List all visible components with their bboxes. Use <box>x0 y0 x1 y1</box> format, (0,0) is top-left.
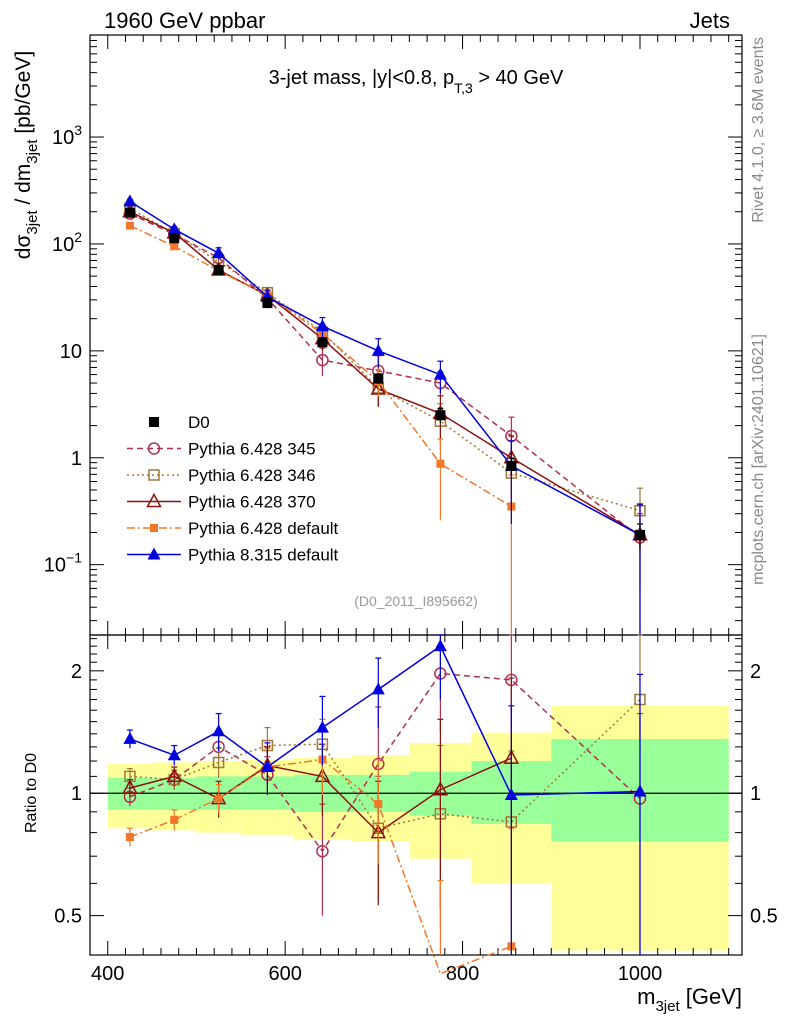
x-tick-label: 800 <box>446 963 479 985</box>
legend-entry-py346: Pythia 6.428 346 <box>127 466 316 485</box>
point-marker <box>371 343 385 356</box>
ratio-y-tick-label-right: 1 <box>750 783 761 805</box>
point-marker <box>123 194 137 207</box>
point-marker <box>316 844 329 858</box>
series-py8 <box>123 194 647 635</box>
point-marker <box>433 639 447 652</box>
point-marker <box>373 373 384 384</box>
point-marker <box>262 298 273 309</box>
point-marker <box>148 469 160 481</box>
point-marker <box>166 767 183 783</box>
y-tick-label: 1 <box>71 448 82 470</box>
point-marker <box>212 756 225 769</box>
ratio-uncertainty-bands <box>107 705 729 951</box>
x-tick-label: 600 <box>268 963 301 985</box>
point-marker <box>150 524 158 532</box>
header-jets: Jets <box>690 8 730 33</box>
series-line <box>129 225 512 508</box>
series-line <box>129 211 641 536</box>
point-marker <box>125 833 134 842</box>
ratio-plot-series <box>122 634 647 975</box>
legend-entry-py370: Pythia 6.428 370 <box>127 493 316 512</box>
series-line <box>129 758 512 975</box>
point-marker <box>167 222 181 235</box>
point-marker <box>506 460 517 471</box>
point-marker <box>149 417 159 427</box>
point-marker <box>214 794 223 803</box>
legend-label: Pythia 6.428 345 <box>188 440 316 459</box>
series-line <box>129 698 641 830</box>
point-marker <box>634 529 645 540</box>
analysis-tag: (D0_2011_I895662) <box>354 593 478 609</box>
legend-entry-py345: Pythia 6.428 345 <box>127 440 316 459</box>
point-marker <box>432 781 449 796</box>
point-marker <box>260 760 274 773</box>
series-py8 <box>123 634 647 955</box>
y-tick-label: 10 <box>60 341 82 363</box>
point-marker <box>371 682 385 695</box>
series-D0 <box>124 207 645 550</box>
point-marker <box>123 731 137 744</box>
ratio-plot-frame <box>89 634 743 956</box>
header-energy: 1960 GeV ppbar <box>104 8 265 33</box>
point-marker <box>212 724 226 737</box>
main-y-axis-label: dσ3jet / dm3jet [pb/GeV] <box>12 51 41 259</box>
legend-label: D0 <box>188 413 210 432</box>
legend: D0 Pythia 6.428 345 Pythia 6.428 346 Pythia… <box>127 413 339 565</box>
point-marker <box>147 547 161 560</box>
ratio-y-tick-label-right: 0.5 <box>750 906 778 928</box>
point-marker <box>213 265 224 276</box>
point-marker <box>147 442 161 455</box>
legend-entry-py8: Pythia 8.315 default <box>127 546 339 565</box>
y-tick-label: 102 <box>52 229 82 256</box>
point-marker <box>315 319 329 332</box>
series-line <box>129 757 512 834</box>
x-tick-label: 400 <box>91 963 124 985</box>
point-marker <box>316 353 329 367</box>
point-marker <box>435 410 446 421</box>
main-plot-series <box>122 194 648 635</box>
point-marker <box>504 787 518 800</box>
legend-label: Pythia 6.428 default <box>188 519 339 538</box>
series-pydef <box>125 221 516 635</box>
point-marker <box>433 367 447 380</box>
x-axis-label: m3jet [GeV] <box>637 984 742 1015</box>
y-tick-label: 10−1 <box>44 550 82 577</box>
point-marker <box>317 337 328 348</box>
point-marker <box>167 748 181 761</box>
point-marker <box>374 800 383 809</box>
point-marker <box>169 233 180 244</box>
ratio-y-axis-label: Ratio to D0 <box>23 753 40 833</box>
point-marker <box>633 784 647 797</box>
legend-label: Pythia 6.428 370 <box>188 493 316 512</box>
point-marker <box>170 242 179 251</box>
legend-label: Pythia 6.428 346 <box>188 466 316 485</box>
y-tick-label: 103 <box>52 122 82 149</box>
point-marker <box>212 246 226 259</box>
point-marker <box>124 207 135 218</box>
point-marker <box>125 221 134 230</box>
ratio-y-tick-label-left: 1 <box>71 783 82 805</box>
legend-entry-pydef: Pythia 6.428 default <box>127 519 339 538</box>
legend-label: Pythia 8.315 default <box>188 546 339 565</box>
x-tick-label: 1000 <box>618 963 663 985</box>
point-marker <box>315 720 329 733</box>
ratio-y-tick-label-left: 2 <box>71 661 82 683</box>
mcplots-label: mcplots.cern.ch [arXiv:2401.10621] <box>750 334 767 585</box>
point-marker <box>170 815 179 824</box>
ratio-y-tick-label-right: 2 <box>750 661 761 683</box>
point-marker <box>146 492 162 508</box>
legend-entry-D0: D0 <box>149 413 210 432</box>
point-marker <box>436 459 445 468</box>
rivet-version-label: Rivet 4.1.0, ≥ 3.6M events <box>750 37 767 223</box>
plot-title: 3-jet mass, |y|<0.8, pT,3 > 40 GeV <box>269 67 564 96</box>
point-marker <box>122 779 138 794</box>
ratio-y-tick-label-left: 0.5 <box>54 906 82 928</box>
